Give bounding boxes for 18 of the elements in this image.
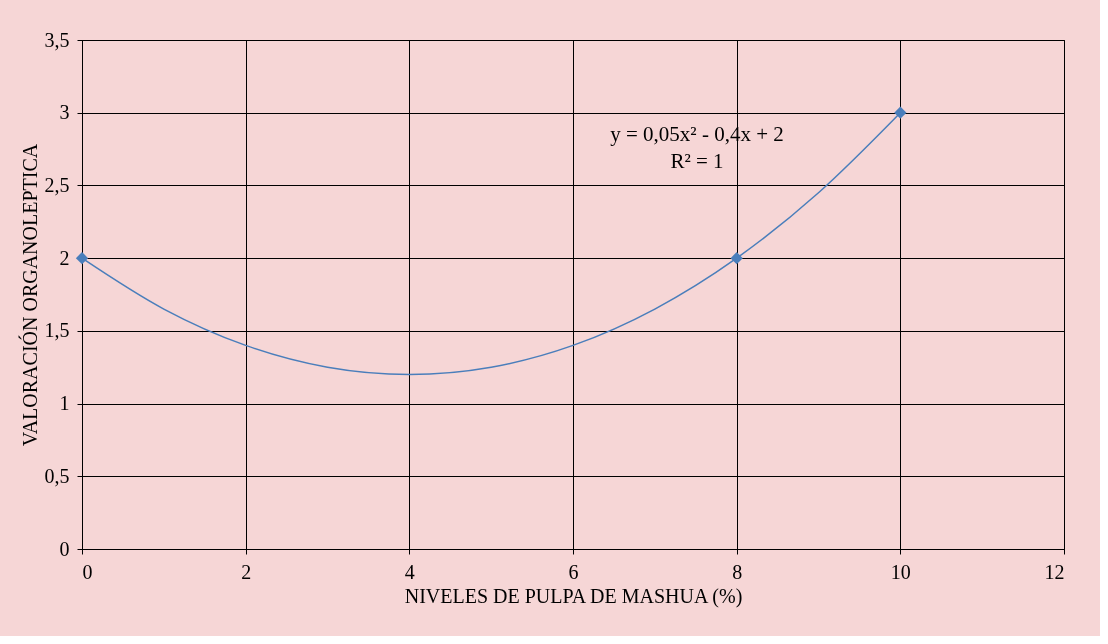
annotation: R² = 1 bbox=[670, 149, 724, 173]
x-tick-label: 12 bbox=[1044, 560, 1065, 583]
x-tick-label: 8 bbox=[732, 560, 743, 583]
y-tick-label: 2 bbox=[59, 246, 70, 269]
y-tick-label: 0 bbox=[59, 537, 70, 560]
x-tick-label: 4 bbox=[404, 560, 415, 583]
x-axis-title: NIVELES DE PULPA DE MASHUA (%) bbox=[404, 584, 743, 608]
y-tick-label: 3 bbox=[59, 101, 70, 124]
y-tick-label: 2,5 bbox=[44, 173, 70, 196]
y-tick-label: 0,5 bbox=[44, 464, 70, 487]
y-tick-label: 1 bbox=[59, 392, 70, 415]
x-tick-label: 2 bbox=[241, 560, 252, 583]
y-tick-label: 1,5 bbox=[44, 319, 70, 342]
y-axis-title: VALORACIÓN ORGANOLEPTICA bbox=[17, 143, 41, 447]
x-tick-label: 0 bbox=[82, 560, 93, 583]
x-tick-label: 6 bbox=[568, 560, 579, 583]
x-tick-label: 10 bbox=[890, 560, 911, 583]
y-tick-label: 3,5 bbox=[44, 28, 70, 51]
